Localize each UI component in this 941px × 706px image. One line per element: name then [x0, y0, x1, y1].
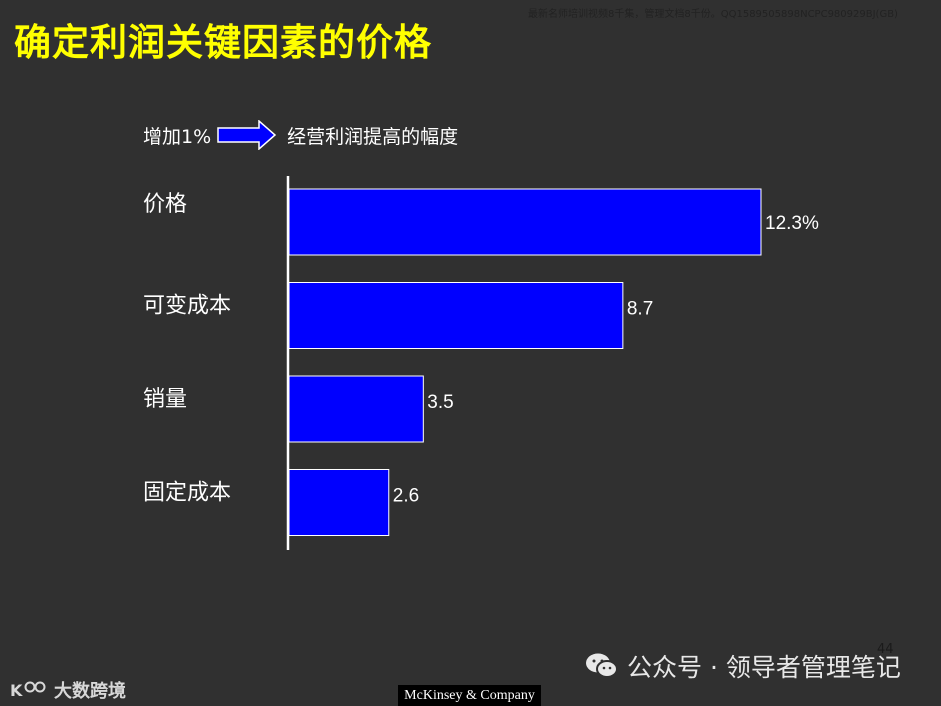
wechat-watermark: 公众号 · 领导者管理笔记 — [585, 648, 901, 684]
value-label: 12.3% — [765, 213, 819, 234]
category-label: 固定成本 — [143, 481, 231, 506]
brand-left-text: 大数跨境 — [54, 681, 126, 702]
value-label: 2.6 — [393, 486, 419, 507]
page-title: 确定利润关键因素的价格 — [14, 21, 432, 64]
legend-left-text: 增加1% — [143, 125, 212, 148]
value-label: 3.5 — [427, 392, 453, 413]
brand-logo-left: K 大数跨境 — [10, 677, 126, 703]
wechat-icon — [586, 653, 618, 678]
legend: 增加1% 经营利润提高的幅度 — [143, 120, 458, 150]
value-label: 8.7 — [627, 299, 653, 320]
legend-right-text: 经营利润提高的幅度 — [287, 125, 459, 148]
bar — [288, 375, 424, 443]
svg-text:K: K — [10, 681, 23, 700]
wechat-text: 公众号 · 领导者管理笔记 — [627, 653, 901, 682]
watermark-text: 最新名师培训视频8千集，管理文档8千份。QQ1589505898NCPC9809… — [528, 9, 898, 20]
brand-logo-icon: K — [10, 681, 46, 700]
publisher-logo: McKinsey & Company — [398, 685, 541, 706]
category-label: 价格 — [143, 192, 187, 217]
bar — [288, 188, 762, 256]
bar — [288, 469, 390, 536]
category-label: 销量 — [143, 387, 187, 412]
right-arrow-icon — [217, 120, 277, 150]
page-number: 44 — [877, 642, 894, 657]
bar — [288, 282, 624, 349]
category-label: 可变成本 — [143, 294, 231, 319]
